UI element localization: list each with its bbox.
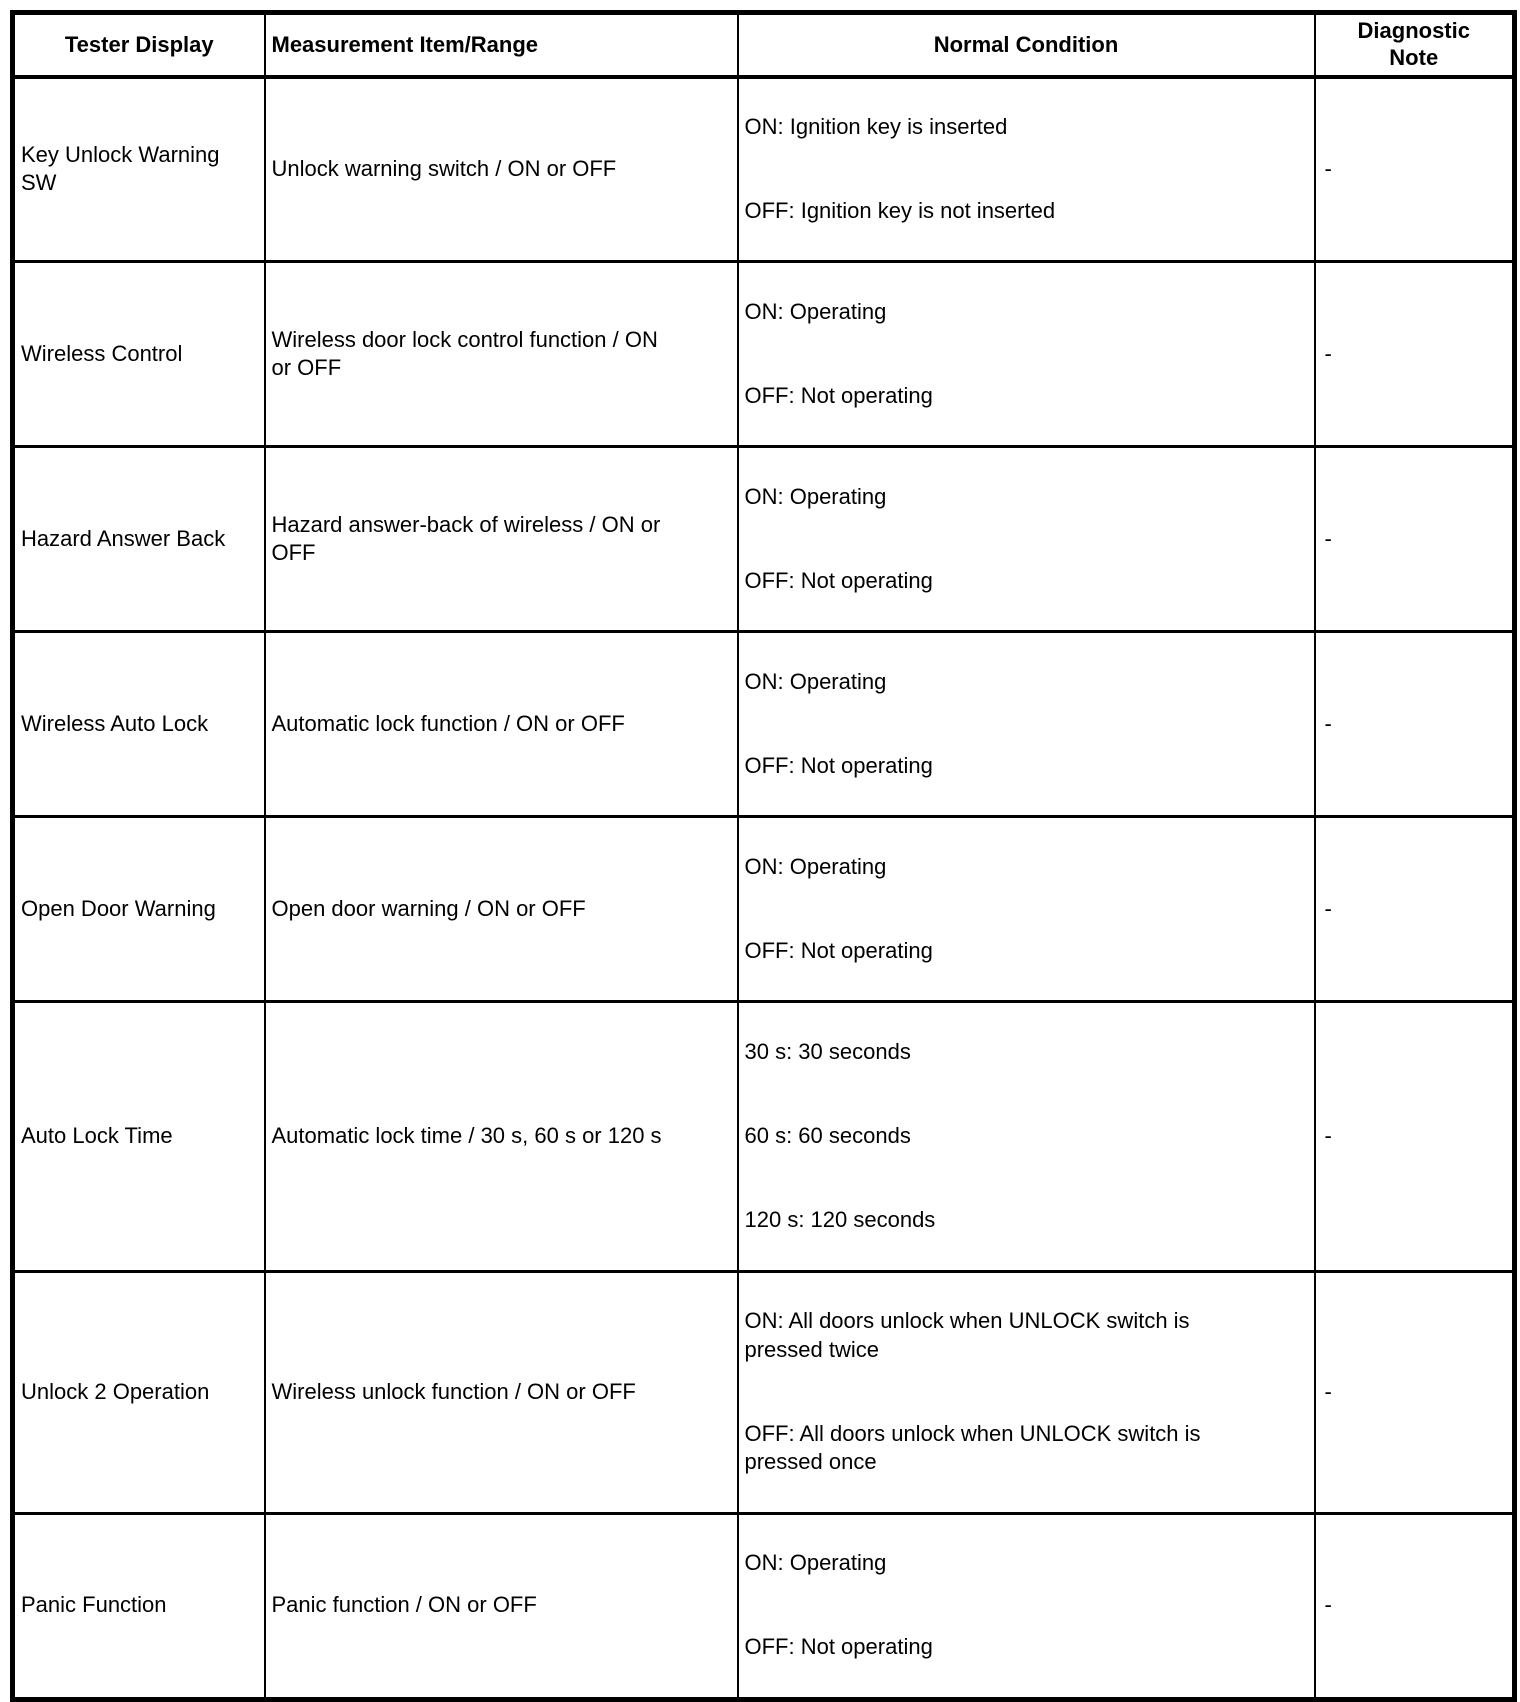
condition-line: OFF: Ignition key is not inserted (744, 198, 1056, 224)
diagnostic-note-cell: - (1313, 260, 1516, 448)
measurement-cell: Wireless unlock function / ON or OFF (263, 1269, 739, 1515)
condition-line: OFF: All doors unlock when UNLOCK switch… (744, 1420, 1201, 1475)
column-header-tester-display: Tester Display (11, 11, 266, 79)
tester-display-cell: Auto Lock Time (11, 1000, 266, 1273)
condition-line: ON: Ignition key is inserted (744, 114, 1008, 140)
normal-condition-cell: ON: Operating OFF: Not operating (736, 445, 1316, 633)
table-body: Key Unlock Warning SW Unlock warning swi… (11, 74, 1516, 1701)
measurement-cell: Open door warning / ON or OFF (263, 815, 739, 1003)
condition-line: ON: All doors unlock when UNLOCK switch … (744, 1308, 1190, 1362)
tester-display-cell: Open Door Warning (11, 815, 266, 1003)
diagnostic-note-cell: - (1313, 815, 1516, 1003)
tester-display-cell: Wireless Auto Lock (11, 630, 266, 818)
measurement-cell: Automatic lock function / ON or OFF (263, 630, 739, 818)
condition-line: ON: Operating (744, 1550, 887, 1576)
measurement-cell: Panic function / ON or OFF (263, 1511, 739, 1701)
measurement-cell: Automatic lock time / 30 s, 60 s or 120 … (263, 1000, 739, 1273)
normal-condition-cell: 30 s: 30 seconds 60 s: 60 seconds 120 s:… (736, 1000, 1316, 1273)
condition-line: OFF: Not operating (744, 938, 933, 964)
condition-line: OFF: Not operating (744, 383, 933, 409)
diagnostic-note-cell: - (1313, 1000, 1516, 1273)
normal-condition-cell: ON: Operating OFF: Not operating (736, 260, 1316, 448)
condition-line: ON: Operating (744, 484, 887, 510)
condition-line: ON: Operating (744, 669, 887, 694)
column-header-normal-condition: Normal Condition (736, 11, 1316, 79)
diagnostic-note-cell: - (1313, 1511, 1516, 1701)
measurement-cell: Wireless door lock control function / ON… (263, 260, 739, 448)
condition-line: ON: Operating (744, 299, 887, 325)
diagnostic-data-table: Tester Display Measurement Item/Range No… (10, 10, 1517, 1702)
table-row-key-unlock-warning-sw: Key Unlock Warning SW Unlock warning swi… (11, 74, 1516, 263)
diagnostic-note-cell: - (1313, 1269, 1516, 1515)
table-row-hazard-answer-back: Hazard Answer Back Hazard answer-back of… (11, 445, 1516, 633)
table-row-wireless-control: Wireless Control Wireless door lock cont… (11, 260, 1516, 448)
condition-line: 30 s: 30 seconds (744, 1038, 911, 1064)
tester-display-cell: Wireless Control (11, 260, 266, 448)
tester-display-cell: Key Unlock Warning SW (11, 74, 266, 263)
diagnostic-note-cell: - (1313, 445, 1516, 633)
tester-display-cell: Panic Function (11, 1511, 266, 1701)
table-header: Tester Display Measurement Item/Range No… (11, 11, 1516, 79)
condition-line: ON: Operating (744, 853, 887, 879)
normal-condition-cell: ON: Ignition key is inserted OFF: Igniti… (736, 74, 1316, 263)
measurement-cell: Hazard answer-back of wireless / ON or O… (263, 445, 739, 633)
normal-condition-cell: ON: Operating OFF: Not operating (736, 815, 1316, 1003)
diagnostic-note-cell: - (1313, 74, 1516, 263)
column-header-diagnostic-note: Diagnostic Note (1313, 11, 1516, 79)
diagnostic-note-cell: - (1313, 630, 1516, 818)
condition-line: OFF: Not operating (744, 568, 933, 594)
condition-line: 120 s: 120 seconds (744, 1207, 936, 1233)
normal-condition-cell: ON: Operating OFF: Not operating (736, 630, 1316, 818)
normal-condition-cell: ON: All doors unlock when UNLOCK switch … (736, 1269, 1316, 1515)
tester-display-cell: Hazard Answer Back (11, 445, 266, 633)
condition-line: OFF: Not operating (744, 753, 933, 779)
table-row-unlock-2-operation: Unlock 2 Operation Wireless unlock funct… (11, 1269, 1516, 1515)
table-row-open-door-warning: Open Door Warning Open door warning / ON… (11, 815, 1516, 1003)
document-page: Tester Display Measurement Item/Range No… (10, 10, 1517, 1702)
table-row-auto-lock-time: Auto Lock Time Automatic lock time / 30 … (11, 1000, 1516, 1273)
condition-line: 60 s: 60 seconds (744, 1123, 911, 1149)
normal-condition-cell: ON: Operating OFF: Not operating (736, 1511, 1316, 1701)
header-row: Tester Display Measurement Item/Range No… (11, 11, 1516, 79)
measurement-cell: Unlock warning switch / ON or OFF (263, 74, 739, 263)
condition-line: OFF: Not operating (744, 1634, 933, 1660)
column-header-measurement-item-range: Measurement Item/Range (263, 11, 739, 79)
tester-display-cell: Unlock 2 Operation (11, 1269, 266, 1515)
table-row-panic-function: Panic Function Panic function / ON or OF… (11, 1511, 1516, 1701)
table-row-wireless-auto-lock: Wireless Auto Lock Automatic lock functi… (11, 630, 1516, 818)
